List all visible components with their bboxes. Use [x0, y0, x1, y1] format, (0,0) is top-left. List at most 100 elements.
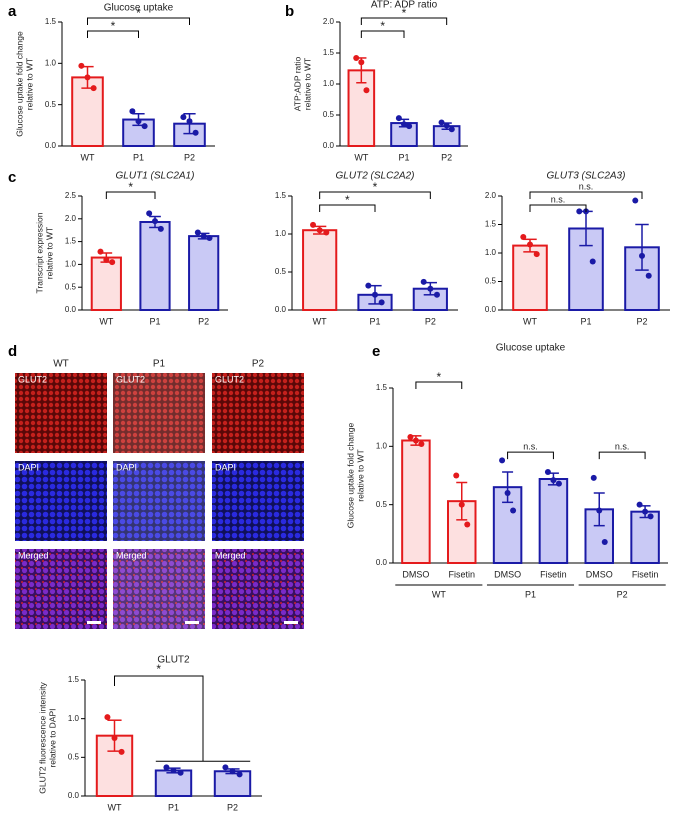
data-point	[84, 74, 91, 81]
data-point	[401, 121, 407, 128]
data-point	[406, 123, 413, 130]
y-tick-label: 1.5	[485, 220, 497, 229]
y-tick-label: 1.0	[485, 248, 497, 257]
image-label: GLUT2	[18, 374, 47, 384]
y-tick-label: 0.5	[275, 267, 287, 276]
data-point	[510, 507, 517, 514]
image-label: Merged	[116, 550, 147, 560]
significance-label: *	[373, 180, 378, 194]
data-point	[103, 256, 110, 263]
y-tick-label: 1.0	[45, 58, 57, 67]
chart-title: GLUT2	[157, 655, 190, 666]
y-tick-label: 1.5	[323, 48, 335, 57]
data-point	[236, 771, 243, 778]
panel-label: c	[8, 169, 16, 186]
y-axis-label: Transcript expression	[34, 212, 44, 293]
data-point	[222, 764, 229, 771]
y-tick-label: 0.5	[485, 277, 497, 286]
significance-label: *	[156, 662, 161, 676]
data-point	[146, 210, 153, 217]
significance-bracket: *	[105, 180, 156, 199]
y-tick-label: 1.5	[65, 237, 77, 246]
bracket-line	[87, 17, 190, 25]
y-tick-label: 2.0	[323, 17, 335, 26]
data-point	[310, 221, 317, 228]
scale-bar	[185, 621, 199, 624]
significance-label: n.s.	[615, 442, 630, 452]
data-point	[192, 129, 199, 136]
y-tick-label: 1.0	[376, 441, 388, 450]
y-tick-label: 2.0	[65, 214, 77, 223]
micrograph	[212, 373, 304, 453]
y-axis-label: relative to DAPI	[47, 708, 57, 767]
x-tick-label: WT	[99, 316, 113, 326]
data-point	[458, 501, 465, 508]
bar	[213, 770, 252, 798]
x-tick-label: P1	[369, 316, 380, 326]
image-label: Merged	[215, 550, 246, 560]
group-label: P1	[525, 589, 536, 599]
x-tick-label: DMSO	[586, 569, 613, 579]
data-point	[90, 85, 97, 92]
data-point	[448, 126, 455, 133]
micrograph	[212, 549, 304, 629]
scale-bar	[87, 621, 101, 624]
image-label: GLUT2	[116, 374, 145, 384]
significance-bracket: *	[319, 193, 376, 212]
data-point	[520, 234, 527, 241]
y-axis-label: relative to WT	[44, 227, 54, 279]
bracket-line	[360, 17, 448, 25]
micrograph	[113, 549, 205, 629]
data-point	[378, 299, 385, 306]
data-point	[632, 197, 639, 204]
data-point	[427, 285, 434, 292]
bar	[630, 510, 660, 564]
x-tick-label: P1	[398, 152, 409, 162]
bracket-line	[114, 675, 251, 762]
bar	[302, 229, 338, 311]
x-tick-label: P2	[184, 152, 195, 162]
y-tick-label: 2.5	[65, 191, 77, 200]
data-point	[129, 108, 136, 115]
panel-label: d	[8, 343, 17, 360]
data-point	[229, 768, 236, 775]
bar	[154, 769, 193, 797]
data-point	[642, 508, 649, 515]
data-point	[647, 513, 654, 520]
group-label: P2	[617, 589, 628, 599]
data-point	[177, 769, 184, 776]
bar	[139, 220, 171, 312]
bracket-line	[87, 30, 139, 38]
y-axis-label: ATP:ADP ratio	[292, 56, 302, 111]
significance-label: *	[380, 19, 385, 33]
significance-label: *	[128, 180, 133, 194]
x-tick-label: P1	[149, 316, 160, 326]
bracket-line	[105, 191, 156, 199]
significance-label: *	[111, 19, 116, 33]
data-point	[555, 480, 562, 487]
y-axis-label: Glucose uptake fold change	[345, 423, 355, 529]
chart: GLUT2 GLUT2 fluorescence intensity relativ…	[37, 655, 262, 812]
y-tick-label: 0.0	[68, 791, 80, 800]
data-point	[601, 539, 608, 545]
data-point	[186, 118, 193, 125]
data-point	[365, 282, 372, 289]
y-tick-label: 0.0	[275, 305, 287, 314]
chart: GLUT2 (SLC2A2) 0.0 0.5 1.0 1.5 WT P1 P2 * *	[275, 171, 458, 326]
data-point	[533, 251, 540, 258]
micrograph	[113, 461, 205, 541]
panel-label: a	[8, 3, 17, 20]
data-point	[358, 59, 365, 66]
x-tick-label: DMSO	[494, 569, 521, 579]
significance-label: n.s.	[579, 181, 594, 191]
x-tick-label: P2	[636, 316, 647, 326]
x-tick-label: P2	[198, 316, 209, 326]
y-tick-label: 0.0	[65, 305, 77, 314]
data-point	[544, 469, 551, 475]
y-axis-label: relative to WT	[355, 449, 365, 501]
data-point	[323, 229, 330, 236]
data-point	[527, 241, 533, 248]
chart: c GLUT1 (SLC2A1) Transcript expression rela…	[8, 169, 228, 326]
x-tick-label: P1	[168, 802, 179, 812]
bar	[401, 439, 431, 564]
